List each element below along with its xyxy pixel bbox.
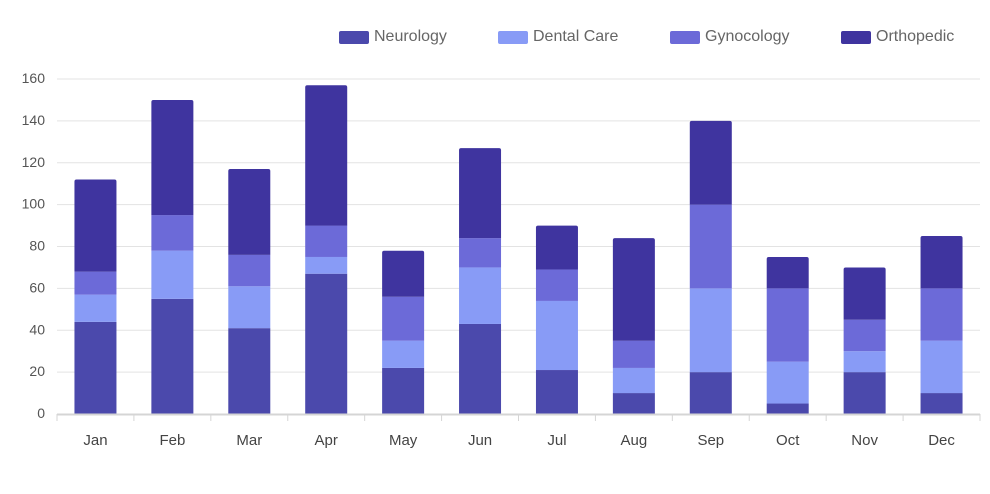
bar-segment-dental-care[interactable]	[382, 340, 425, 368]
x-tick-label: Nov	[851, 432, 878, 449]
x-tick-label: Sep	[697, 432, 724, 449]
bar-segment-gynocology[interactable]	[305, 225, 348, 257]
bar-segment-dental-care[interactable]	[74, 294, 117, 322]
bar-segment-dental-care[interactable]	[459, 267, 502, 324]
bar-segment-gynocology[interactable]	[920, 288, 963, 341]
legend-swatch-orthopedic	[841, 30, 871, 44]
bar-segment-orthopedic[interactable]	[766, 256, 809, 289]
bar-segment-neurology[interactable]	[535, 370, 578, 414]
bar-segment-gynocology[interactable]	[612, 340, 655, 368]
bar-segment-neurology[interactable]	[843, 372, 886, 414]
bar-segment-orthopedic[interactable]	[151, 99, 194, 216]
y-tick-label: 160	[22, 70, 46, 86]
bar-segment-neurology[interactable]	[74, 321, 117, 414]
x-tick-label: Oct	[776, 432, 800, 449]
y-tick-label: 100	[22, 196, 46, 212]
bar-segment-neurology[interactable]	[459, 323, 502, 414]
bar-segment-orthopedic[interactable]	[535, 225, 578, 270]
bar-segment-orthopedic[interactable]	[689, 120, 732, 205]
chart-legend: Neurology Dental Care Gynocology Orthope…	[0, 26, 990, 50]
bar-segment-orthopedic[interactable]	[228, 169, 271, 255]
y-tick-label: 80	[29, 238, 45, 254]
bar-segment-neurology[interactable]	[151, 298, 194, 414]
bar-segment-orthopedic[interactable]	[74, 179, 117, 272]
bar-segment-gynocology[interactable]	[766, 288, 809, 362]
legend-item-gynocology[interactable]: Gynocology	[670, 26, 790, 48]
x-tick-label: Jul	[547, 432, 566, 449]
x-tick-label: May	[389, 432, 418, 449]
bar-segment-neurology[interactable]	[689, 372, 732, 414]
y-tick-label: 20	[29, 363, 45, 379]
bar-segment-orthopedic[interactable]	[382, 250, 425, 297]
bar-segment-orthopedic[interactable]	[843, 267, 886, 320]
bar-segment-dental-care[interactable]	[766, 361, 809, 404]
x-tick-label: Aug	[621, 432, 648, 449]
bar-segment-gynocology[interactable]	[74, 271, 117, 295]
bar-segment-dental-care[interactable]	[612, 367, 655, 394]
bar-segment-orthopedic[interactable]	[305, 85, 348, 226]
y-tick-label: 60	[29, 279, 45, 295]
bar-segment-orthopedic[interactable]	[920, 236, 963, 289]
bar-segment-gynocology[interactable]	[843, 319, 886, 352]
bar-segment-dental-care[interactable]	[920, 340, 963, 394]
legend-item-orthopedic[interactable]: Orthopedic	[841, 26, 954, 48]
y-tick-label: 120	[22, 154, 46, 170]
x-tick-label: Dec	[928, 432, 955, 449]
bar-segment-dental-care[interactable]	[843, 351, 886, 373]
legend-item-dental-care[interactable]: Dental Care	[498, 26, 618, 48]
bar-segment-dental-care[interactable]	[228, 286, 271, 329]
x-tick-label: Mar	[236, 432, 262, 449]
bar-segment-neurology[interactable]	[382, 367, 425, 414]
legend-swatch-gynocology	[670, 30, 700, 44]
legend-swatch-dental-care	[498, 30, 528, 44]
bars	[74, 85, 963, 414]
bar-segment-gynocology[interactable]	[535, 269, 578, 301]
x-tick-label: Jun	[468, 432, 492, 449]
bar-segment-gynocology[interactable]	[689, 204, 732, 289]
bar-segment-neurology[interactable]	[920, 393, 963, 414]
y-axis: 0 20 40 60 80 100 120 140 160	[22, 70, 46, 421]
bar-segment-dental-care[interactable]	[305, 256, 348, 274]
bar-segment-dental-care[interactable]	[535, 300, 578, 371]
bar-segment-dental-care[interactable]	[689, 288, 732, 373]
bar-segment-gynocology[interactable]	[459, 238, 502, 268]
bar-segment-orthopedic[interactable]	[612, 238, 655, 341]
legend-label-dental-care: Dental Care	[533, 28, 619, 45]
bar-segment-gynocology[interactable]	[228, 254, 271, 287]
legend-swatch-neurology	[339, 30, 369, 44]
legend-label-neurology: Neurology	[374, 28, 447, 45]
grid-lines	[57, 78, 980, 373]
legend-label-orthopedic: Orthopedic	[876, 28, 955, 45]
bar-segment-gynocology[interactable]	[382, 296, 425, 341]
legend-label-gynocology: Gynocology	[705, 28, 790, 45]
y-tick-label: 40	[29, 321, 45, 337]
bar-segment-neurology[interactable]	[766, 403, 809, 414]
bar-segment-orthopedic[interactable]	[459, 148, 502, 239]
bar-segment-dental-care[interactable]	[151, 250, 194, 299]
x-tick-label: Feb	[159, 432, 185, 449]
bar-segment-neurology[interactable]	[305, 273, 348, 414]
x-tick-label: Apr	[315, 432, 338, 449]
x-tick-label: Jan	[83, 432, 107, 449]
x-axis: Jan Feb Mar Apr May Jun Jul Aug Sep Oct Nov Dec	[56, 413, 981, 449]
y-tick-label: 0	[37, 405, 45, 421]
y-tick-label: 140	[22, 112, 46, 128]
bar-segment-neurology[interactable]	[612, 393, 655, 414]
legend-item-neurology[interactable]: Neurology	[339, 26, 447, 48]
bar-segment-neurology[interactable]	[228, 328, 271, 414]
bar-segment-gynocology[interactable]	[151, 215, 194, 251]
